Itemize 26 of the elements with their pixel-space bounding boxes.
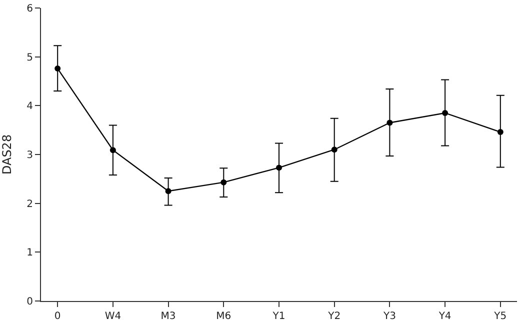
point <box>331 146 338 153</box>
y-tick-label: 4 <box>26 101 33 112</box>
y-tick-label: 1 <box>26 248 33 259</box>
point <box>110 147 116 154</box>
point <box>54 66 61 72</box>
x-tick-label: Y4 <box>438 311 452 322</box>
y-tick-label: 0 <box>26 296 33 308</box>
x-tick-label: 0 <box>54 311 61 322</box>
point <box>276 164 282 171</box>
x-tick-label: M6 <box>216 311 232 322</box>
x-tick-label: M3 <box>160 311 176 322</box>
y-axis-title: DAS28 <box>0 134 14 175</box>
point <box>497 129 504 136</box>
x-tick-label: Y3 <box>382 311 396 322</box>
x-tick-label: Y1 <box>272 311 286 322</box>
y-tick-label: 2 <box>26 198 33 210</box>
point <box>386 120 393 126</box>
x-tick-label: Y5 <box>493 311 507 322</box>
point <box>220 179 227 186</box>
x-tick-label: Y2 <box>327 311 341 322</box>
y-tick-label: 3 <box>26 150 33 161</box>
point <box>165 188 172 194</box>
point <box>442 110 448 116</box>
x-tick-label: W4 <box>104 311 122 322</box>
y-tick-label: 6 <box>26 4 33 14</box>
y-tick-label: 5 <box>26 52 33 64</box>
